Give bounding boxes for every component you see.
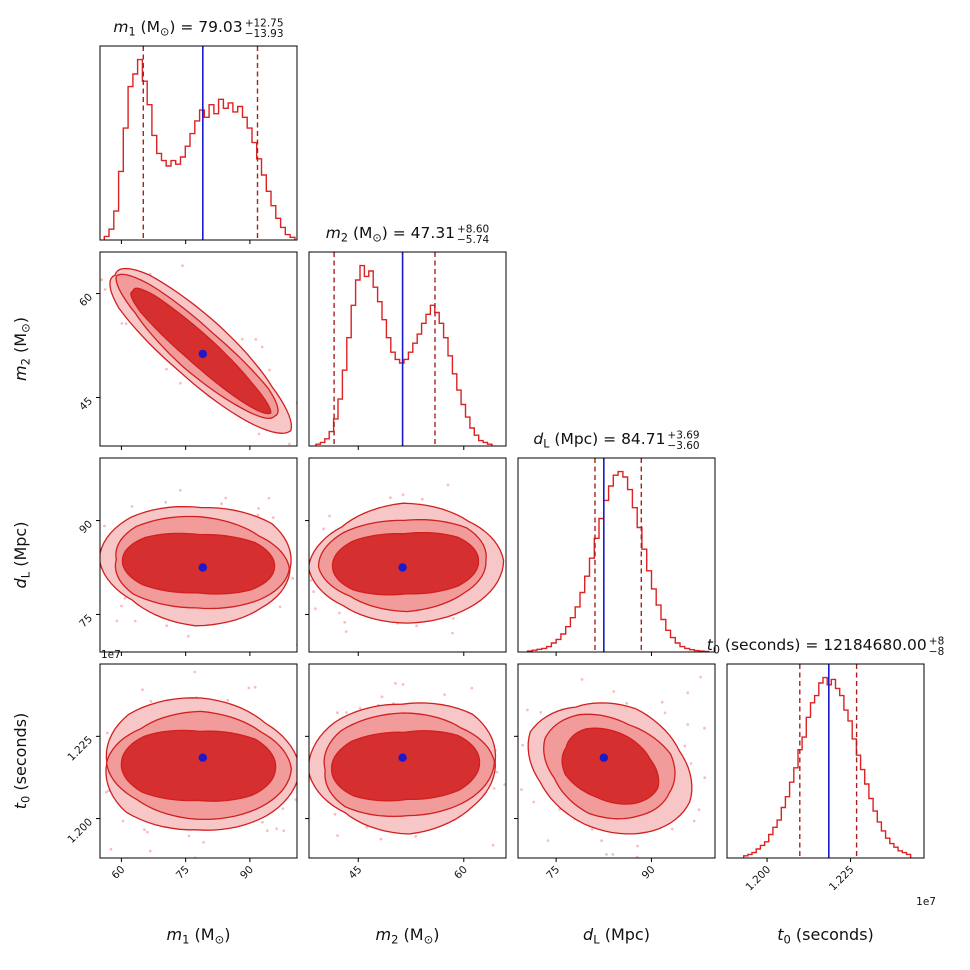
title-text: m2 (M⊙) = 47.31 xyxy=(326,224,455,244)
title-lower-error: −3.60 xyxy=(667,440,699,452)
x-tick-label: 45 xyxy=(346,864,364,882)
panel-frame xyxy=(517,663,716,859)
title-lower-error: −13.93 xyxy=(245,28,284,40)
contour-level-2 xyxy=(120,729,277,802)
x-tick-label: 1.225 xyxy=(827,864,857,894)
contour-panel-dl-t0 xyxy=(520,675,707,858)
y-tick-label: 60 xyxy=(77,291,95,309)
y-tick-label: 75 xyxy=(77,612,95,630)
title-text: m1 (M⊙) = 79.03 xyxy=(113,18,242,38)
title-upper-error: +3.69 xyxy=(667,430,699,442)
panel-frame xyxy=(308,457,507,653)
hist-panel-m2 xyxy=(315,252,493,446)
y-tick-label: 45 xyxy=(77,395,95,413)
title-dl: dL (Mpc) = 84.71 +3.69−3.60 xyxy=(533,430,699,453)
contour-level-2 xyxy=(331,531,480,596)
panel-frame xyxy=(308,251,507,447)
x-tick-label: 90 xyxy=(640,864,658,882)
title-m1: m1 (M⊙) = 79.03 +12.75−13.93 xyxy=(113,18,283,41)
x-axis-label-dl: dL (Mpc) xyxy=(583,925,650,947)
hist-panel-m1 xyxy=(103,46,296,240)
y-tick-label: 1.200 xyxy=(65,816,95,846)
contour-level-2 xyxy=(561,727,660,805)
panel-frame xyxy=(99,45,298,241)
x-axis-label-m2: m2 (M⊙) xyxy=(376,925,440,947)
contour-panel-m2-t0 xyxy=(309,682,506,847)
truth-point xyxy=(198,349,207,359)
x-tick-label: 60 xyxy=(110,864,128,882)
histogram-m1 xyxy=(103,58,296,240)
x-tick-label: 75 xyxy=(174,864,192,882)
panel-frame xyxy=(726,663,925,859)
y-axis-offset-label: 1e7 xyxy=(101,649,121,661)
histogram-dl xyxy=(526,470,710,653)
title-text: t0 (seconds) = 12184680.00 xyxy=(707,636,927,656)
panel-frame xyxy=(99,457,298,653)
contour-level-2 xyxy=(121,532,276,595)
title-upper-error: +12.75 xyxy=(245,18,284,30)
title-upper-error: +8 xyxy=(929,636,944,648)
truth-point xyxy=(398,563,407,572)
x-axis-label-t0: t0 (seconds) xyxy=(777,925,874,947)
y-tick-label: 90 xyxy=(77,518,95,536)
x-tick-label: 90 xyxy=(238,864,256,882)
truth-point xyxy=(198,753,207,762)
x-axis-offset-label: 1e7 xyxy=(916,896,936,908)
panel-frame xyxy=(99,251,298,447)
x-tick-label: 75 xyxy=(544,864,562,882)
x-tick-label: 1.200 xyxy=(743,864,773,894)
y-axis-label-dl: dL (Mpc) xyxy=(11,522,33,589)
panel-frame xyxy=(308,663,507,859)
contour-panel-m1-m2 xyxy=(100,264,297,446)
contour-level-2 xyxy=(330,730,481,802)
title-lower-error: −5.74 xyxy=(457,234,489,246)
contour-panel-m1-dl xyxy=(100,488,297,647)
contour-panel-m2-dl xyxy=(309,483,506,635)
title-text: dL (Mpc) = 84.71 xyxy=(533,430,665,450)
y-axis-label-m2: m2 (M⊙) xyxy=(11,317,33,381)
panel-frame xyxy=(99,663,298,859)
histogram-t0 xyxy=(743,676,912,858)
hist-panel-t0 xyxy=(743,664,912,858)
title-upper-error: +8.60 xyxy=(457,224,489,236)
histogram-m2 xyxy=(315,264,493,446)
y-axis-label-t0: t0 (seconds) xyxy=(11,713,33,810)
truth-point xyxy=(198,563,207,572)
x-axis-label-m1: m1 (M⊙) xyxy=(167,925,231,947)
title-t0: t0 (seconds) = 12184680.00 +8−8 xyxy=(707,636,944,659)
truth-point xyxy=(599,753,608,762)
title-lower-error: −8 xyxy=(929,646,944,658)
truth-point xyxy=(398,753,407,762)
contour-panel-m1-t0 xyxy=(104,670,297,858)
panel-frame xyxy=(517,457,716,653)
title-m2: m2 (M⊙) = 47.31 +8.60−5.74 xyxy=(326,224,490,247)
hist-panel-dl xyxy=(526,458,710,653)
x-tick-label: 60 xyxy=(452,864,470,882)
y-tick-label: 1.225 xyxy=(65,734,95,764)
